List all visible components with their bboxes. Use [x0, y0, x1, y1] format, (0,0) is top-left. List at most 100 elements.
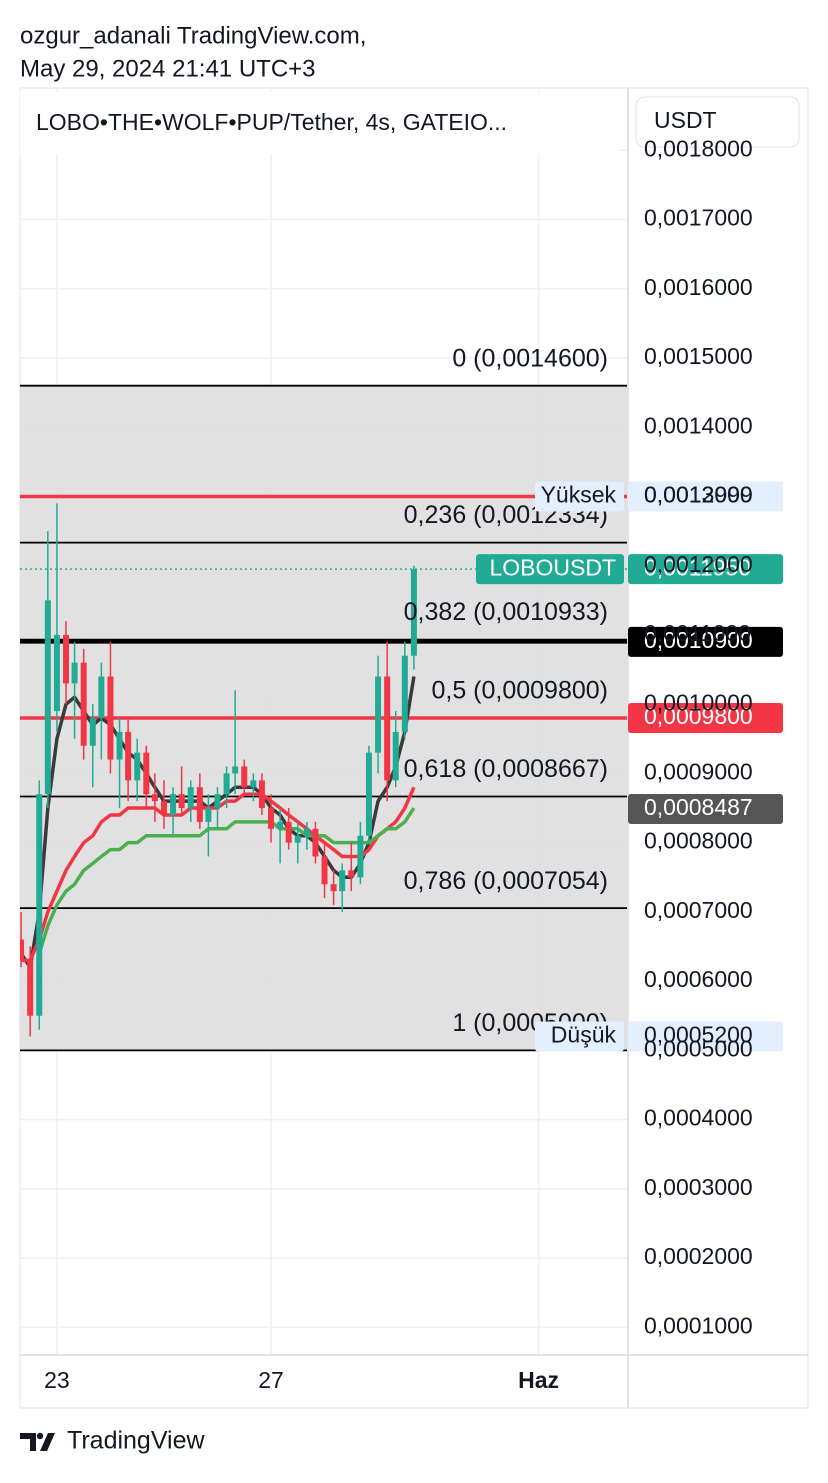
tv-logo [20, 1432, 55, 1451]
candle-body [63, 634, 70, 684]
timestamp: May 29, 2024 21:41 UTC+3 [20, 55, 316, 82]
candle-body [20, 939, 25, 961]
price-label: 0,0009800 [644, 703, 753, 729]
symbol-title: LOBO•THE•WOLF•PUP/Tether, 4s, GATEIO... [36, 109, 507, 135]
x-tick-label: 23 [44, 1367, 70, 1393]
candle-body [151, 794, 158, 802]
x-tick-label: Haz [518, 1367, 559, 1393]
currency-button[interactable] [635, 96, 800, 148]
candle-body [170, 794, 177, 815]
candle-body [143, 752, 150, 795]
price-tag-bg [476, 554, 624, 585]
price-tag: LOBOUSDT [489, 554, 616, 580]
candle-body [330, 884, 337, 892]
candle-body [294, 835, 301, 843]
price-label-bg [628, 1021, 783, 1052]
y-tick-label: 0,0010000 [644, 689, 753, 715]
price-tag: Düşük [551, 1022, 617, 1048]
price-tag-bg [535, 481, 624, 512]
candle-body [187, 787, 194, 809]
price-label-bg [628, 703, 783, 734]
candle-body [71, 662, 78, 684]
candle-body [277, 821, 284, 829]
candle-body [98, 676, 105, 719]
y-tick-label: 0,0015000 [644, 343, 753, 369]
candle-body [196, 787, 203, 822]
title-bg [20, 92, 620, 154]
fib-label: 0 (0,0014600) [452, 344, 608, 372]
candle-body [401, 655, 408, 732]
y-tick-label: 0,0016000 [644, 274, 753, 300]
y-tick-label: 0,0012000 [644, 551, 753, 577]
candle-body [27, 960, 34, 1016]
candle-body [241, 766, 248, 788]
candle-body [258, 780, 265, 809]
candle-body [303, 828, 310, 836]
candle-body [116, 731, 123, 760]
price-tag: Yüksek [541, 482, 617, 508]
y-tick-label: 0,0003000 [644, 1174, 753, 1200]
candle-body [205, 808, 212, 822]
fib-label: 0,786 (0,0007054) [404, 867, 608, 895]
price-label-bg [628, 554, 783, 585]
brand: TradingView [67, 1427, 206, 1455]
candle-body [365, 752, 372, 836]
x-tick-label: 27 [258, 1367, 284, 1393]
candle-body [285, 821, 292, 843]
y-tick-label: 0,0002000 [644, 1243, 753, 1269]
candle-body [312, 828, 319, 857]
y-tick-label: 0,0009000 [644, 759, 753, 785]
candle-body [80, 662, 87, 746]
candle-body [357, 835, 364, 878]
y-tick-label: 0,0014000 [644, 412, 753, 438]
y-tick-label: 0,0006000 [644, 966, 753, 992]
candle-body [178, 794, 185, 809]
price-label: 0,0008487 [644, 794, 753, 820]
candle-body [321, 856, 328, 885]
candle-body [107, 676, 114, 760]
price-label-bg [628, 626, 783, 657]
candle-body [214, 794, 221, 809]
price-label-bg [628, 481, 783, 512]
y-tick-label: 0,0005000 [644, 1035, 753, 1061]
candle-body [392, 731, 399, 781]
y-tick-label: 0,0017000 [644, 205, 753, 231]
fib-label: 0,382 (0,0010933) [404, 598, 608, 626]
fib-label: 0,5 (0,0009800) [431, 677, 608, 705]
candle-body [232, 766, 239, 774]
fib-label: 0,618 (0,0008667) [404, 755, 608, 783]
price-label: 0,0005200 [644, 1022, 753, 1048]
y-tick-label: 0,0001000 [644, 1312, 753, 1338]
candle-body [268, 808, 275, 829]
candle-body [410, 569, 417, 656]
y-tick-label: 0,0018000 [644, 135, 753, 161]
y-tick-label: 0,0013000 [644, 482, 753, 508]
candle-body [36, 794, 43, 1016]
candle-body [53, 634, 60, 712]
price-label: 0,0010900 [644, 627, 753, 653]
price-tag-bg [535, 1021, 624, 1052]
candle-body [44, 600, 51, 795]
author: ozgur_adanali TradingView.com, [20, 22, 366, 49]
candle-body [339, 870, 346, 892]
candle-body [89, 718, 96, 746]
logo-mark [20, 1433, 55, 1451]
price-label: 0,0012999 [644, 482, 753, 508]
y-tick-label: 0,0008000 [644, 828, 753, 854]
price-label-bg [628, 793, 783, 824]
candle-body [125, 731, 132, 781]
y-tick-label: 0,0004000 [644, 1105, 753, 1131]
y-tick-label: 0,0011000 [644, 620, 751, 646]
candle-body [348, 870, 355, 878]
price-label: 0,0011950 [644, 554, 751, 580]
logo-dot [36, 1432, 44, 1440]
ma-line [37, 807, 416, 954]
candle-body [375, 676, 382, 753]
candle-body [384, 676, 391, 781]
candle-body [134, 752, 141, 781]
candle-body [223, 773, 230, 795]
plot [20, 88, 628, 1355]
currency: USDT [654, 107, 717, 133]
